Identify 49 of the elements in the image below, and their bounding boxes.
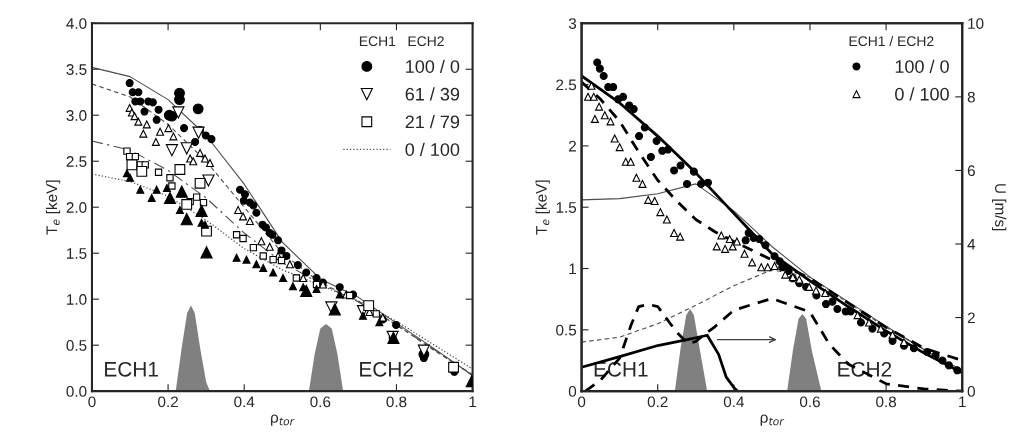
y-tick-label: 0.0: [66, 386, 87, 397]
y2-tick-label: 4: [967, 239, 976, 250]
y-tick-label: 2: [569, 140, 576, 152]
y-tick-label: 0: [568, 386, 577, 397]
legend-label: 0 / 100: [895, 87, 949, 101]
y-axis-title: T$_{e}$ [keV]: [535, 180, 550, 235]
y-tick-label: 2.5: [66, 156, 87, 167]
x-axis-title: ρ$_{tor}$: [271, 414, 295, 426]
y-tick-label: 3: [568, 18, 577, 29]
y-tick-label: 2.0: [66, 202, 87, 213]
x-tick-label: 0.8: [386, 396, 407, 408]
x-tick-label: 0.8: [876, 396, 897, 408]
x-tick-label: 0.4: [723, 396, 745, 408]
x-tick-label: 0: [577, 396, 586, 408]
legend-label: 0 / 100: [405, 142, 460, 156]
y-tick-label: 1.5: [67, 248, 87, 259]
y-axis-title: T$_{e}$ [keV]: [45, 180, 61, 235]
y-tick-label: 3.0: [66, 110, 87, 121]
x-tick-label: 0.2: [158, 396, 178, 408]
annotation: ECH1: [105, 361, 158, 377]
y2-tick-label: 8: [967, 91, 975, 103]
y-tick-label: 0.5: [556, 324, 577, 336]
y2-tick-label: 2: [967, 312, 975, 324]
y-tick-label: 3.5: [66, 64, 87, 75]
legend-label: 100 / 0: [895, 59, 949, 73]
legend-label: 100 / 0: [406, 59, 460, 73]
y-tick-label: 4.0: [66, 18, 87, 29]
y-tick-label: 0.5: [66, 340, 87, 351]
annotation: ECH2: [360, 361, 413, 377]
legend-label: 61 / 39: [405, 87, 460, 101]
y2-tick-label: 10: [968, 18, 984, 29]
y2-tick-label: 6: [967, 165, 975, 177]
x-tick-label: 1: [959, 396, 966, 408]
legend-title: ECH1 ECH2: [359, 36, 444, 47]
y-tick-label: 1: [569, 263, 576, 275]
y-tick-label: 1.0: [67, 294, 87, 305]
x-tick-label: 0.2: [647, 396, 668, 408]
y2-axis-title: U [m/s]: [992, 184, 1007, 231]
x-axis-title: ρ$_{tor}$: [760, 414, 785, 426]
legend-label: 21 / 79: [405, 115, 460, 129]
y2-tick-label: 0: [967, 386, 975, 397]
legend-title: ECH1 / ECH2: [849, 35, 934, 47]
x-tick-label: 1: [469, 396, 477, 408]
x-tick-label: 0.4: [234, 396, 255, 408]
x-tick-label: 0: [88, 396, 96, 408]
y-tick-label: 1.5: [556, 202, 577, 213]
x-tick-label: 0.6: [310, 396, 331, 408]
y-tick-label: 2.5: [556, 79, 577, 91]
x-tick-label: 0.6: [799, 396, 820, 408]
